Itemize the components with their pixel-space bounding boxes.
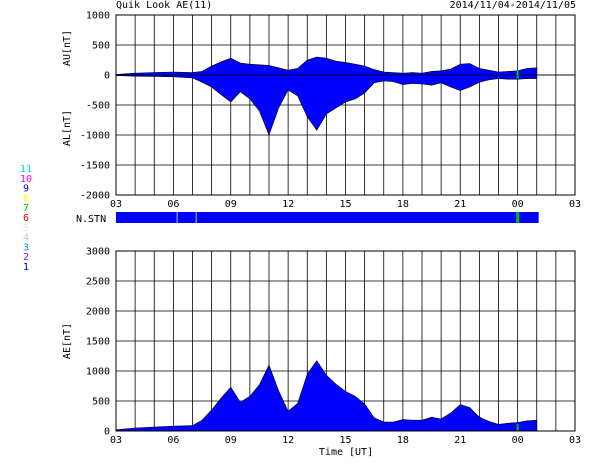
station-legend-entry: 1 [23, 262, 29, 273]
panel0-frame [115, 14, 576, 196]
x-axis-label: Time [UT] [319, 447, 373, 458]
al-axis-label: AL[nT] [62, 110, 73, 146]
date-range: 2014/11/04-2014/11/05 [449, 0, 576, 11]
station-legend-entry: 7 [23, 203, 29, 214]
panel1-y-tick-label: 500 [92, 397, 110, 408]
station-legend-entry: 5 [23, 223, 29, 234]
station-bar-label: N.STN [76, 214, 106, 225]
panel0-x-tick-label: 15 [339, 199, 351, 210]
panel0-y-tick-label: -1000 [80, 131, 110, 142]
panel1-x-tick-label: 18 [397, 435, 409, 446]
panel1-x-tick-label: 12 [282, 435, 294, 446]
ae-area [115, 360, 538, 432]
au-al-area [115, 56, 538, 136]
panel1-y-tick-label: 1000 [86, 367, 110, 378]
figure-title: Quik Look AE(11) [116, 0, 213, 11]
panel0-y-tick-label: 500 [92, 41, 110, 52]
panel0-y-tick-label: -1500 [80, 161, 110, 172]
panel1-y-tick-label: 3000 [86, 247, 110, 258]
station-legend-entry: 8 [23, 193, 29, 204]
panel1-x-tick-label: 03 [110, 435, 122, 446]
ae-axis-label: AE[nT] [62, 323, 73, 359]
station-count-bar [116, 212, 539, 223]
au-axis-label: AU[nT] [62, 30, 73, 66]
panel1-x-tick-label: 09 [225, 435, 237, 446]
panel0-x-tick-label: 00 [512, 199, 524, 210]
station-legend-entry: 4 [23, 233, 29, 244]
panel1-y-tick-label: 2000 [86, 307, 110, 318]
panel0-y-tick-label: -2000 [80, 191, 110, 202]
panel0-x-tick-label: 12 [282, 199, 294, 210]
panel0-y-tick-label: 1000 [86, 11, 110, 22]
station-legend-entry: 6 [23, 213, 29, 224]
panel1-x-tick-label: 21 [454, 435, 466, 446]
station-legend-entry: 11 [20, 164, 32, 175]
panel1-y-tick-label: 2500 [86, 277, 110, 288]
panel1-y-tick-label: 0 [104, 427, 110, 438]
panel0-x-tick-label: 09 [225, 199, 237, 210]
panel0-x-tick-label: 03 [110, 199, 122, 210]
panel1-frame [115, 250, 576, 432]
panel1-y-tick-label: 1500 [86, 337, 110, 348]
station-bar-green-mark [516, 212, 520, 223]
panel1-x-tick-label: 15 [339, 435, 351, 446]
panel0-x-tick-label: 18 [397, 199, 409, 210]
panel1-x-tick-label: 03 [569, 435, 581, 446]
station-legend-entry: 9 [23, 184, 29, 195]
station-legend-entry: 2 [23, 252, 29, 263]
panel0-x-tick-label: 03 [569, 199, 581, 210]
panel0-x-tick-label: 06 [167, 199, 179, 210]
station-legend-entry: 10 [20, 174, 32, 185]
station-legend-entry: 3 [23, 242, 29, 253]
panel1-x-tick-label: 06 [167, 435, 179, 446]
panel0-y-tick-label: -500 [86, 101, 110, 112]
panel1-x-tick-label: 00 [512, 435, 524, 446]
panel0-y-tick-label: 0 [104, 71, 110, 82]
panel0-x-tick-label: 21 [454, 199, 466, 210]
